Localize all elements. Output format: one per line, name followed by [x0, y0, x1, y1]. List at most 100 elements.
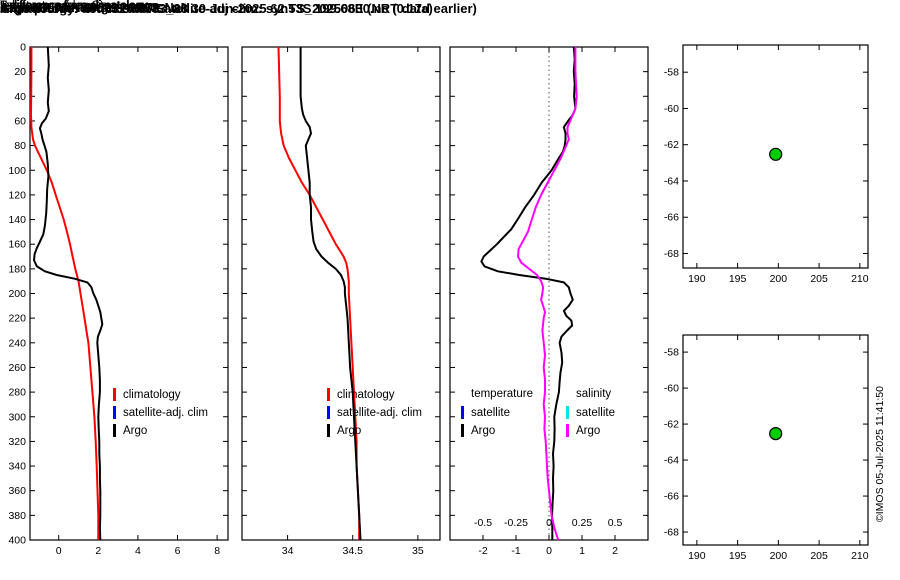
salinity-panel-legend: climatology satellite-adj. clim Argo — [327, 388, 422, 437]
t-difference-axis-label: T difference from climatology — [0, 0, 148, 12]
x-tick-label: 200 — [770, 550, 788, 562]
y-tick-label: -66 — [664, 212, 679, 224]
y-tick-label: 260 — [8, 362, 26, 374]
salinity-panel: 34 34.5 35 — [241, 46, 441, 557]
panel-border — [682, 44, 869, 269]
legend-item-argo: Argo — [113, 424, 208, 437]
y-tick-label: 200 — [8, 288, 26, 300]
legend-item-climatology: climatology — [327, 388, 422, 401]
satellite-adj-line-swatch — [113, 406, 116, 419]
panel-border — [682, 334, 869, 546]
x-tick-label: 200 — [770, 273, 788, 285]
legend-label: climatology — [337, 388, 395, 401]
legend-label: satellite — [471, 406, 510, 419]
temperature-panel-legend: climatology satellite-adj. clim Argo — [113, 388, 208, 437]
y-tick-label: -60 — [664, 383, 679, 395]
y-tick-label: -68 — [664, 527, 679, 539]
x-tick-label: 8 — [214, 545, 220, 557]
legend-item-satellite-adj-clim: satellite-adj. clim — [113, 406, 208, 419]
x-tick-label: 35 — [412, 545, 424, 557]
x-tick-label: 205 — [810, 550, 828, 562]
s-diff-tick-label: 0.25 — [572, 517, 593, 529]
diff-salinity-legend: salinity satellite Argo — [566, 388, 615, 437]
satellite-t-diff-swatch — [461, 406, 464, 419]
x-tick-label: 34.5 — [343, 545, 364, 557]
x-tick-label: 0 — [56, 545, 62, 557]
climatology-salinity-line — [277, 47, 361, 540]
legend-item-satellite: satellite — [461, 406, 533, 419]
panel-border — [241, 46, 441, 541]
legend-item-argo: Argo — [327, 424, 422, 437]
y-tick-label: 220 — [8, 313, 26, 325]
legend-header-temperature: temperature — [471, 388, 534, 400]
x-tick-label: 6 — [175, 545, 181, 557]
y-tick-label: 280 — [8, 387, 26, 399]
legend-item-satellite: satellite — [566, 406, 615, 419]
legend-label: Argo — [337, 424, 362, 437]
y-tick-label: 380 — [8, 510, 26, 522]
y-tick-label: 140 — [8, 214, 26, 226]
x-tick-label: -2 — [478, 545, 487, 557]
y-tick-label: -64 — [664, 175, 679, 187]
y-tick-label: -62 — [664, 419, 679, 431]
y-tick-label: 80 — [14, 140, 26, 152]
satellite-s-diff-swatch — [566, 406, 569, 419]
x-tick-label: 210 — [851, 273, 869, 285]
temperature-axis-label: temperature (deg C) — [0, 0, 104, 12]
panel-border — [29, 46, 229, 541]
y-tick-label: -68 — [664, 248, 679, 260]
legend-label: satellite-adj. clim — [337, 406, 422, 419]
climatology-line-swatch — [113, 388, 116, 401]
y-tick-label: -60 — [664, 103, 679, 115]
y-tick-label: -64 — [664, 455, 679, 467]
s-diff-tick-label: -0.25 — [504, 517, 528, 529]
y-tick-label: 60 — [14, 115, 26, 127]
y-tick-label: 160 — [8, 239, 26, 251]
difference-panel: -2 -1 0 1 2 -0.5 -0.25 0 0.25 0.5 — [449, 46, 649, 557]
x-tick-label: 195 — [729, 550, 747, 562]
y-tick-label: -58 — [664, 347, 679, 359]
s-diff-tick-label: 0 — [546, 517, 552, 529]
x-tick-label: 34 — [282, 545, 294, 557]
satellite-adj-line-swatch — [327, 406, 330, 419]
argo-salinity-line — [299, 47, 362, 540]
sla-map: 190 195 200 205 210 -58 -60 -62 -64 -66 -68 — [664, 334, 869, 562]
sla-map-title-line2: Argo h1000: -0.0033 h2000: NaN — [0, 1, 190, 15]
figure-title-line1: Argo profile: aoml 5906583_88 30-Jun-202… — [0, 1, 433, 16]
x-tick-label: 190 — [688, 273, 706, 285]
legend-label: Argo — [471, 424, 496, 437]
x-tick-label: 0 — [546, 545, 552, 557]
legend-item-argo: Argo — [566, 424, 615, 437]
y-tick-label: 0 — [20, 42, 26, 54]
x-tick-label: 190 — [688, 550, 706, 562]
climatology-temperature-line — [30, 47, 100, 540]
legend-label: satellite-adj. clim — [123, 406, 208, 419]
x-tick-label: -1 — [511, 545, 520, 557]
sst-map: 190 195 200 205 210 -58 -60 -62 -64 -66 -68 — [664, 44, 869, 285]
legend-label: Argo — [576, 424, 601, 437]
y-tick-label: 40 — [14, 91, 26, 103]
salinity-axis-label: salinity — [0, 0, 36, 12]
argo-s-diff-line — [517, 47, 578, 540]
s-difference-axis-label: S difference from climatology — [0, 0, 149, 12]
y-tick-label: 360 — [8, 485, 26, 497]
x-tick-label: 195 — [729, 273, 747, 285]
y-tick-label: 240 — [8, 337, 26, 349]
argo-position-marker — [769, 427, 783, 441]
argo-s-diff-swatch — [566, 424, 569, 437]
legend-label: climatology — [123, 388, 181, 401]
legend-label: satellite — [576, 406, 615, 419]
x-tick-label: 4 — [135, 545, 141, 557]
y-tick-label: 100 — [8, 165, 26, 177]
s-diff-tick-label: -0.5 — [474, 517, 492, 529]
climatology-line-swatch — [327, 388, 330, 401]
y-tick-label: 320 — [8, 436, 26, 448]
copyright-watermark: ©IMOS 05-Jul-2025 11:41:50 — [874, 386, 886, 522]
y-tick-label: 180 — [8, 263, 26, 275]
y-tick-label: 400 — [8, 535, 26, 547]
y-tick-label: 340 — [8, 461, 26, 473]
legend-label: Argo — [123, 424, 148, 437]
x-tick-label: 2 — [95, 545, 101, 557]
